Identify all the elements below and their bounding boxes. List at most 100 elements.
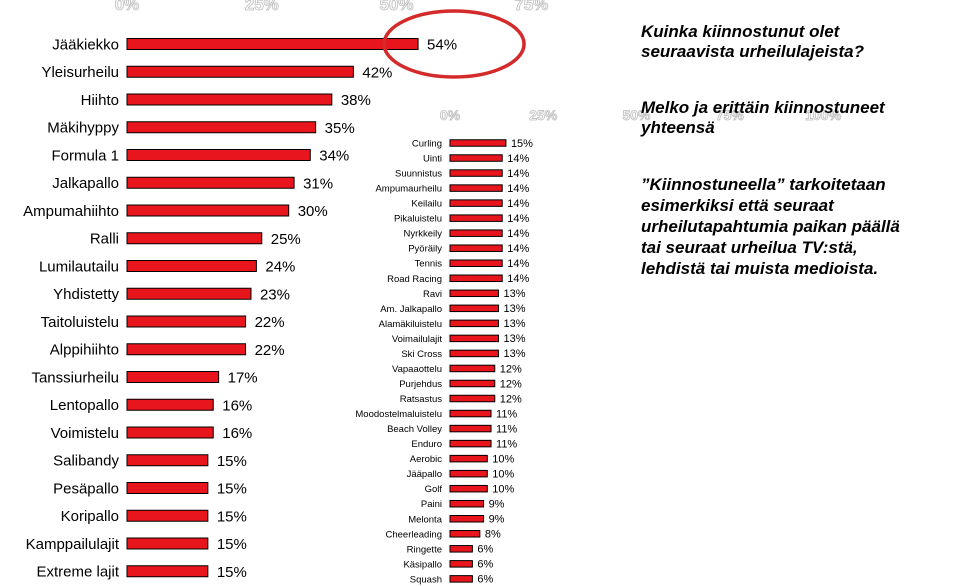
survey-question: Kuinka kiinnostunut olet seuraavista urh… [641,22,864,61]
main-chart-axis-tick: 75% [514,0,548,14]
main-chart-category-label: Extreme lajit [36,564,119,581]
main-chart-category-label: Ampumahiihto [23,203,119,220]
sub-chart-category-label: Moodostelmaluistelu [355,409,442,420]
main-chart-bar [126,482,209,494]
main-chart-bar [126,315,247,328]
sub-chart-bar [449,229,503,237]
sub-chart-axis-tick: 50% [622,107,651,123]
sub-chart-value-label: 13% [503,318,525,330]
sub-chart-bar [449,439,492,448]
sub-chart-value-label: 11% [496,438,517,450]
sub-chart-value-label: 14% [507,153,529,165]
main-chart-category-label: Salibandy [53,453,119,470]
sub-chart-value-label: 15% [511,138,533,150]
main-chart-category-label: Kamppailulajit [26,536,120,553]
sub-chart-bar [449,274,503,283]
main-chart-axis-tick: 0% [115,0,140,14]
sub-chart-bar [449,244,503,252]
sub-chart-bar [449,394,496,403]
main-chart-value-label: 25% [271,231,301,248]
main-chart-value-label: 54% [427,37,457,54]
sub-chart-category-label: Cheerleading [385,529,442,540]
main-chart-category-label: Tanssiurheilu [31,369,119,386]
sub-chart-bar [449,214,503,222]
highlight-circle [382,9,526,79]
main-chart-value-label: 38% [341,92,371,109]
sub-chart-value-label: 10% [492,468,514,480]
main-chart-value-label: 16% [222,425,252,442]
main-chart-bar [126,537,209,550]
sub-chart-value-label: 13% [503,288,525,300]
main-chart-category-label: Yleisurheilu [41,64,119,81]
main-chart-bar [126,65,354,78]
main-chart-category-label: Alppihiihto [50,342,119,359]
sub-chart-bar [449,259,503,267]
sub-chart-value-label: 11% [496,408,517,420]
main-chart-bar [126,565,209,578]
main-chart-axis-tick: 25% [245,0,279,14]
definition-note: ”Kiinnostuneella” tarkoitetaan esimerkik… [641,175,900,278]
sub-chart-category-label: Curling [412,139,442,150]
sub-chart-value-label: 13% [503,333,525,345]
sub-chart-value-label: 8% [485,529,501,541]
main-chart-category-label: Taitoluistelu [41,314,119,331]
sub-chart-bar [449,184,503,192]
sub-chart-value-label: 13% [503,348,525,360]
sub-chart-category-label: Purjehdus [399,379,442,390]
sub-chart-category-label: Paini [421,499,442,510]
main-chart-category-label: Ralli [90,231,119,248]
sub-chart-category-label: Ringette [407,544,442,555]
sub-chart-value-label: 6% [477,544,493,556]
sub-chart-bar [449,169,503,177]
main-chart-bar [126,232,263,245]
sub-chart-bar [449,154,503,162]
main-chart-bar [126,176,295,189]
main-chart-bar [126,93,333,106]
sub-chart-value-label: 13% [503,303,525,315]
sub-chart-value-label: 14% [507,243,529,255]
sub-chart-value-label: 9% [489,514,505,526]
sub-chart-axis-tick: 0% [440,107,461,123]
sub-chart-category-label: Jääpallo [407,469,442,480]
sub-chart-bar [449,424,492,433]
main-chart-value-label: 22% [255,342,285,359]
main-chart-value-label: 17% [228,370,258,387]
sub-chart-category-label: Road Racing [387,274,442,285]
sub-chart-value-label: 12% [500,363,522,375]
sub-chart-category-label: Ampumaurheilu [375,184,442,195]
sub-chart-category-label: Vapaaottelu [392,364,442,375]
main-chart-value-label: 30% [298,203,328,220]
sub-chart-bar [449,545,473,553]
sub-chart-category-label: Aerobic [410,454,442,465]
sub-chart-category-label: Melonta [408,514,443,525]
sub-chart-axis-tick: 100% [805,107,841,123]
main-chart-value-label: 42% [362,64,392,81]
main-chart-category-label: Lentopallo [50,397,119,414]
main-chart-bar [126,121,317,134]
sub-chart-category-label: Uinti [423,154,442,165]
sub-chart-bar [449,484,488,493]
sub-chart-value-label: 12% [500,378,522,390]
chart-subtitle: Melko ja erittäin kiinnostuneet yhteensä [641,98,885,137]
main-chart-bar [126,426,214,439]
sub-chart-axis-tick: 25% [529,107,558,123]
main-chart-value-label: 22% [255,314,285,331]
sub-chart-category-label: Käsipallo [403,559,442,570]
sub-chart-category-label: Beach Volley [387,424,442,435]
main-chart-value-label: 15% [217,564,247,581]
sub-chart-category-label: Enduro [411,439,442,450]
sub-chart-category-label: Alamäkiluistelu [379,319,442,330]
main-chart-value-label: 34% [319,148,349,165]
sub-chart-bar [449,289,499,298]
main-chart-category-label: Hiihto [81,92,119,109]
sub-chart-category-label: Ravi [423,289,442,300]
main-chart-category-label: Formula 1 [51,147,119,164]
sub-chart-value-label: 10% [492,453,514,465]
main-chart-bar [126,149,311,161]
sub-chart-category-label: Pikaluistelu [394,214,442,225]
sub-chart-value-label: 14% [507,273,529,285]
main-chart-category-label: Mäkihyppy [47,120,119,137]
main-chart-category-label: Pesäpallo [53,480,119,497]
sub-chart-bar [449,409,492,418]
